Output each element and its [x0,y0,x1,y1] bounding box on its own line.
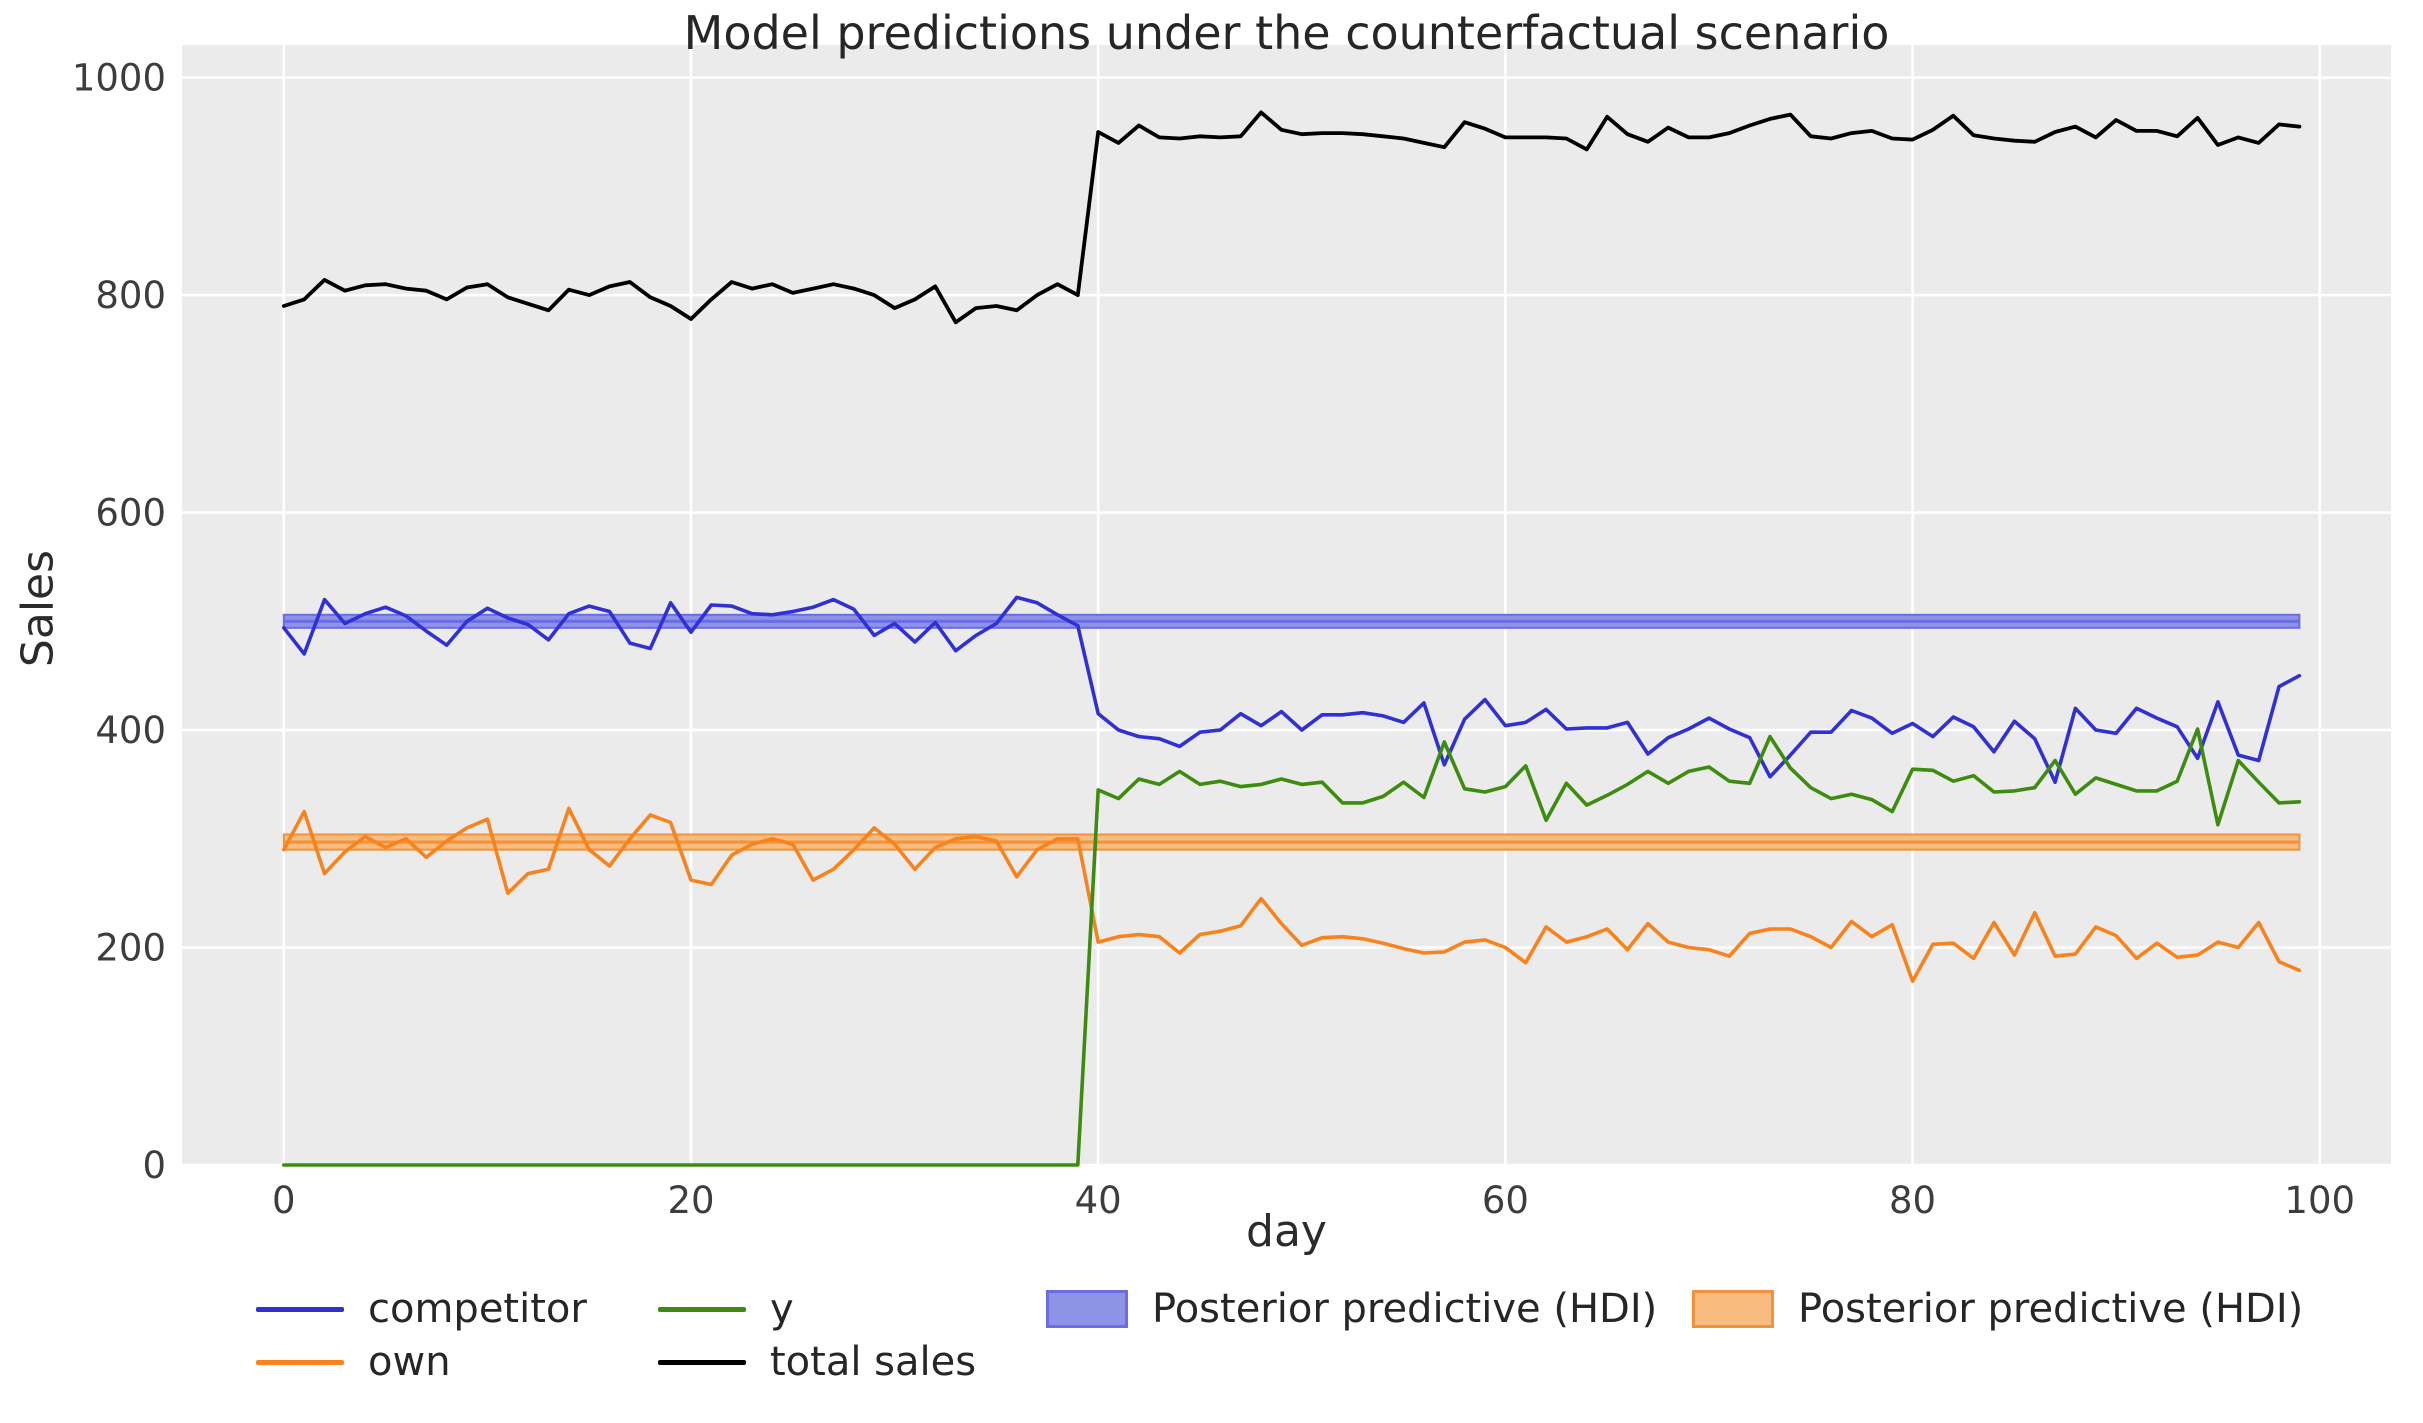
x-axis-label: day [1246,1206,1327,1257]
x-tick-label: 0 [272,1179,296,1222]
y-axis-label: Sales [12,549,64,668]
y-tick-label: 200 [95,927,166,970]
series-line-y [281,727,2302,1167]
series-line-own [281,806,2302,984]
x-tick-label: 20 [667,1179,714,1222]
y-tick-label: 400 [95,709,166,752]
y-tick-label: 800 [95,274,166,317]
series-line-competitor [281,595,2302,785]
chart-title: Model predictions under the counterfactu… [683,6,1890,60]
plot-background [182,45,2391,1165]
x-tick-label: 40 [1075,1179,1122,1222]
y-tick-label: 1000 [72,57,166,100]
x-tick-label: 60 [1482,1179,1529,1222]
y-tick-label: 600 [95,492,166,535]
series-line-total-sales [281,110,2302,325]
y-tick-label: 0 [142,1144,166,1187]
x-tick-label: 100 [2284,1179,2355,1222]
x-tick-label: 80 [1889,1179,1936,1222]
